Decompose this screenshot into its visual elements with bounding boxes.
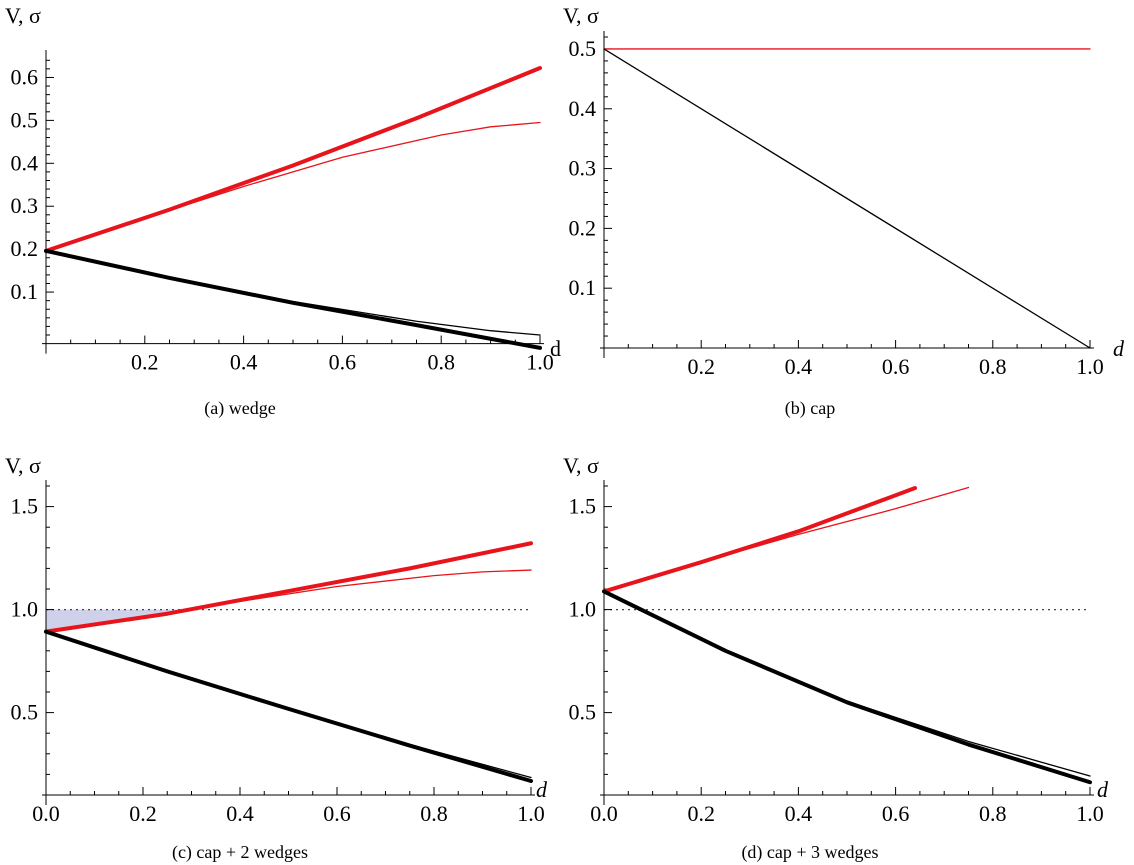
series-line-black-thin	[603, 590, 1091, 777]
x-tick-label: 0.4	[230, 350, 258, 375]
y-axis-label: V, σ	[5, 3, 41, 28]
series-line-red-thin	[45, 121, 541, 252]
series-line-black-thick	[602, 589, 1092, 785]
y-axis-label: V, σ	[563, 453, 599, 478]
x-tick-label: 0.8	[427, 350, 455, 375]
x-axis-label: d	[1097, 777, 1109, 802]
y-tick-label: 0.3	[11, 193, 39, 218]
panel-caption: (c) cap + 2 wedges	[172, 842, 308, 863]
y-tick-label: 0.5	[11, 107, 39, 132]
x-tick-label: 0.8	[420, 801, 448, 826]
series-line-red-thin	[603, 486, 970, 593]
y-tick-label: 1.0	[11, 597, 39, 622]
y-tick-label: 1.0	[569, 597, 597, 622]
x-tick-label: 0.6	[323, 801, 351, 826]
x-axis-label: d	[1113, 336, 1125, 361]
y-tick-label: 0.2	[569, 215, 597, 240]
y-tick-label: 0.5	[569, 36, 597, 61]
y-tick-label: 0.4	[11, 150, 39, 175]
series-line-red-thick	[44, 66, 542, 253]
chart-panel-3: 0.0 0.2 0.4 0.6 0.8 1.0 0.5 1.0 1.5 V, σ d (c) cap …	[5, 453, 548, 863]
y-tick-label: 0.1	[11, 279, 39, 304]
y-axis-label: V, σ	[5, 453, 41, 478]
panel-caption: (b) cap	[785, 398, 835, 419]
x-tick-label: 0.6	[329, 350, 357, 375]
x-tick-label: 0.2	[687, 354, 715, 379]
x-tick-label: 0.2	[131, 350, 159, 375]
x-tick-label: 0.0	[32, 801, 60, 826]
x-tick-label: 0.4	[226, 801, 254, 826]
series-line-black-thin	[603, 48, 1091, 349]
y-tick-label: 1.5	[11, 494, 39, 519]
x-tick-label: 1.0	[517, 801, 545, 826]
x-tick-label: 1.0	[1076, 354, 1104, 379]
y-tick-label: 0.5	[569, 700, 597, 725]
chart-panel-2: 0.2 0.4 0.6 0.8 1.0 0.1 0.2 0.3 0.4 0.5 V, σ d (b) c…	[563, 3, 1125, 419]
x-tick-label: 0.8	[979, 801, 1007, 826]
y-tick-label: 0.6	[11, 64, 39, 89]
chart-panel-1: 0.2 0.4 0.6 0.8 1.0 0.1 0.2 0.3 0.4 0.5 0.6 V, σ d (a…	[5, 3, 561, 419]
x-tick-label: 0.2	[129, 801, 157, 826]
x-tick-label: 1.0	[526, 350, 554, 375]
x-axis-label: d	[550, 336, 561, 361]
series-line-red-thick	[602, 486, 918, 594]
panel-caption: (d) cap + 3 wedges	[741, 842, 878, 863]
x-tick-label: 0.6	[882, 801, 910, 826]
x-tick-label: 1.0	[1076, 801, 1104, 826]
x-tick-label: 0.0	[590, 801, 618, 826]
chart-panel-4: 0.0 0.2 0.4 0.6 0.8 1.0 0.5 1.0 1.5 V, σ d (d) cap …	[563, 453, 1109, 863]
y-tick-label: 0.1	[569, 275, 597, 300]
x-tick-label: 0.4	[785, 801, 813, 826]
series-line-black-thin	[45, 630, 532, 779]
series-line-black-thick	[44, 248, 542, 350]
y-tick-label: 0.3	[569, 156, 597, 181]
x-tick-label: 0.2	[687, 801, 715, 826]
y-tick-label: 0.5	[11, 700, 39, 725]
panel-caption: (a) wedge	[204, 398, 275, 419]
y-tick-label: 0.4	[569, 96, 597, 121]
series-line-black-thin	[45, 250, 541, 336]
x-tick-label: 0.8	[979, 354, 1007, 379]
x-tick-label: 0.4	[785, 354, 813, 379]
y-tick-label: 1.5	[569, 494, 597, 519]
x-axis-label: d	[536, 777, 548, 802]
y-tick-label: 0.2	[11, 236, 39, 261]
y-axis-label: V, σ	[563, 3, 599, 28]
x-tick-label: 0.6	[882, 354, 910, 379]
series-line-red-thin	[45, 569, 532, 633]
series-line-black-thick	[44, 629, 533, 783]
